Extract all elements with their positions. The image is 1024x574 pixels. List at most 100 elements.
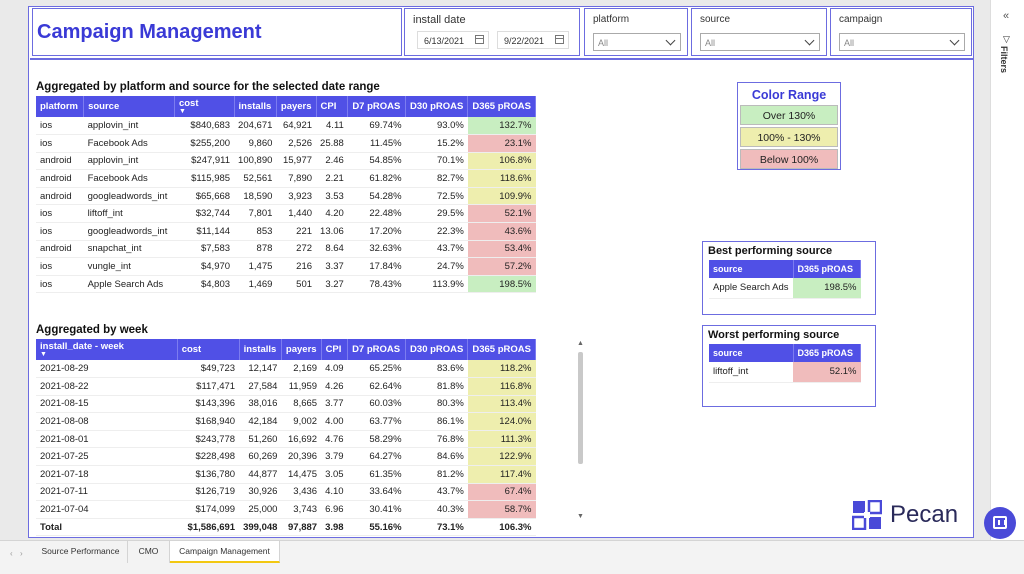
d7-cell: 62.64% [347,377,406,396]
cost-cell: $168,940 [177,412,240,431]
install-date-label: install date [413,14,466,26]
prev-page-icon[interactable]: ‹ [10,549,13,558]
col-header-d365[interactable]: D365 pROAS [467,339,536,360]
table-row: 2021-07-04 $174,099 25,000 3,743 6.96 30.41% 4… [36,500,536,519]
scroll-up-icon[interactable]: ▲ [577,340,584,347]
scroll-down-icon[interactable]: ▼ [577,513,584,520]
worst-source-value: 52.1% [793,362,861,383]
end-date-value: 9/22/2021 [504,36,545,46]
cpi-cell: 3.27 [316,275,348,294]
installs-cell: 100,890 [234,152,277,171]
d365-cell: 106.8% [467,152,536,171]
col-header-cost[interactable]: cost [177,339,240,360]
table-header-row: source D365 pROAS [709,344,861,362]
campaign-value: All [844,38,855,48]
cost-cell: $840,683 [174,117,235,136]
source-label: source [700,14,731,25]
col-header-source[interactable]: source [83,96,175,117]
installs-cell: 30,926 [239,483,282,502]
cpi-cell: 13.06 [316,222,348,241]
installs-cell: 52,561 [234,169,277,188]
col-header-source[interactable]: source [709,344,794,362]
collapse-pane-icon[interactable]: « [1003,10,1010,22]
col-header-payers[interactable]: payers [276,96,317,117]
table-row: 2021-07-11 $126,719 30,926 3,436 4.10 33.64% 4… [36,483,536,502]
d30-cell: 70.1% [405,152,468,171]
platform-dropdown[interactable]: All [593,33,681,51]
chat-button[interactable] [984,507,1016,539]
table-row: liftoff_int 52.1% [709,362,861,383]
col-header-d365[interactable]: D365 pROAS [793,344,861,362]
source-cell: applovin_int [83,117,175,136]
scroll-thumb[interactable] [578,352,583,464]
cpi-cell: 3.05 [321,465,348,484]
tab-campaign-management[interactable]: Campaign Management [170,541,280,563]
col-header-d30[interactable]: D30 pROAS [405,96,469,117]
pecan-logo-mark-icon [852,500,882,530]
platform-cell: ios [36,257,84,276]
source-cell: liftoff_int [83,204,175,224]
installs-cell: 204,671 [234,117,277,136]
next-page-icon[interactable]: › [20,549,23,558]
tab-cmo[interactable]: CMO [128,541,170,563]
source-cell: snapchat_int [83,240,175,259]
cpi-cell: 2.46 [316,152,348,171]
d7-cell: 17.84% [347,257,406,276]
installs-cell: 27,584 [239,377,282,396]
source-slicer: source All [691,8,827,56]
start-date-input[interactable]: 6/13/2021 [417,31,489,49]
table-header-row: install_date - week ▼ cost installs payer… [36,339,536,360]
col-header-d7[interactable]: D7 pROAS [347,96,407,117]
table-row: android applovin_int $247,911 100,890 15,977… [36,152,536,171]
source-cell: googleadwords_int [83,187,175,206]
page-title: Campaign Management [37,21,262,43]
table-row: ios applovin_int $840,683 204,671 64,921 4.11… [36,117,536,136]
col-header-week[interactable]: install_date - week ▼ [36,339,178,360]
week-table-scrollbar[interactable]: ▲ ▼ [577,340,584,520]
d365-cell: 116.8% [467,377,536,396]
col-header-d7[interactable]: D7 pROAS [347,339,407,360]
col-header-d365[interactable]: D365 pROAS [793,260,861,278]
col-header-cpi[interactable]: CPI [321,339,349,360]
filters-pane[interactable]: « ▽ Filters [990,0,1024,545]
col-header-cpi[interactable]: CPI [316,96,349,117]
d30-cell: 82.7% [405,169,468,188]
source-cell: vungle_int [83,257,175,276]
cost-cell: $11,144 [174,222,235,241]
col-header-d30[interactable]: D30 pROAS [405,339,469,360]
pecan-logo-text: Pecan [890,501,959,528]
d7-cell: 54.28% [347,187,406,206]
cpi-cell: 4.10 [321,483,348,502]
calendar-icon[interactable] [555,35,564,44]
total-row: Total $1,586,691 399,048 97,887 3.98 55.… [36,517,536,537]
installs-cell: 25,000 [239,500,282,519]
calendar-icon[interactable] [475,35,484,44]
col-header-source[interactable]: source [709,260,794,278]
d30-cell: 72.5% [405,187,468,206]
platform-table-title: Aggregated by platform and source for th… [36,81,380,93]
source-cell: Apple Search Ads [83,275,175,294]
title-box: Campaign Management [32,8,402,56]
col-header-d365[interactable]: D365 pROAS [467,96,536,117]
week-cell: 2021-07-18 [36,465,178,484]
filters-pane-label[interactable]: Filters [999,46,1009,74]
col-header-platform[interactable]: platform [36,96,85,117]
col-header-payers[interactable]: payers [281,339,322,360]
col-header-installs[interactable]: installs [234,96,277,117]
cpi-cell: 3.37 [316,257,348,276]
source-dropdown[interactable]: All [700,33,820,51]
platform-cell: ios [36,222,84,241]
col-header-installs[interactable]: installs [239,339,282,360]
d365-cell: 57.2% [467,257,536,276]
end-date-input[interactable]: 9/22/2021 [497,31,569,49]
tab-source-performance[interactable]: Source Performance [34,541,128,563]
payers-cell: 11,959 [281,377,322,396]
campaign-dropdown[interactable]: All [839,33,965,51]
week-table: install_date - week ▼ cost installs payer… [36,339,536,537]
worst-source-card: Worst performing source source D365 pROA… [702,325,876,407]
col-header-cost[interactable]: cost ▼ [174,96,235,117]
d7-cell: 11.45% [347,134,406,153]
platform-cell: ios [36,134,84,153]
sort-desc-icon: ▼ [40,351,47,358]
table-row: ios Facebook Ads $255,200 9,860 2,526 25.88 11… [36,134,536,153]
